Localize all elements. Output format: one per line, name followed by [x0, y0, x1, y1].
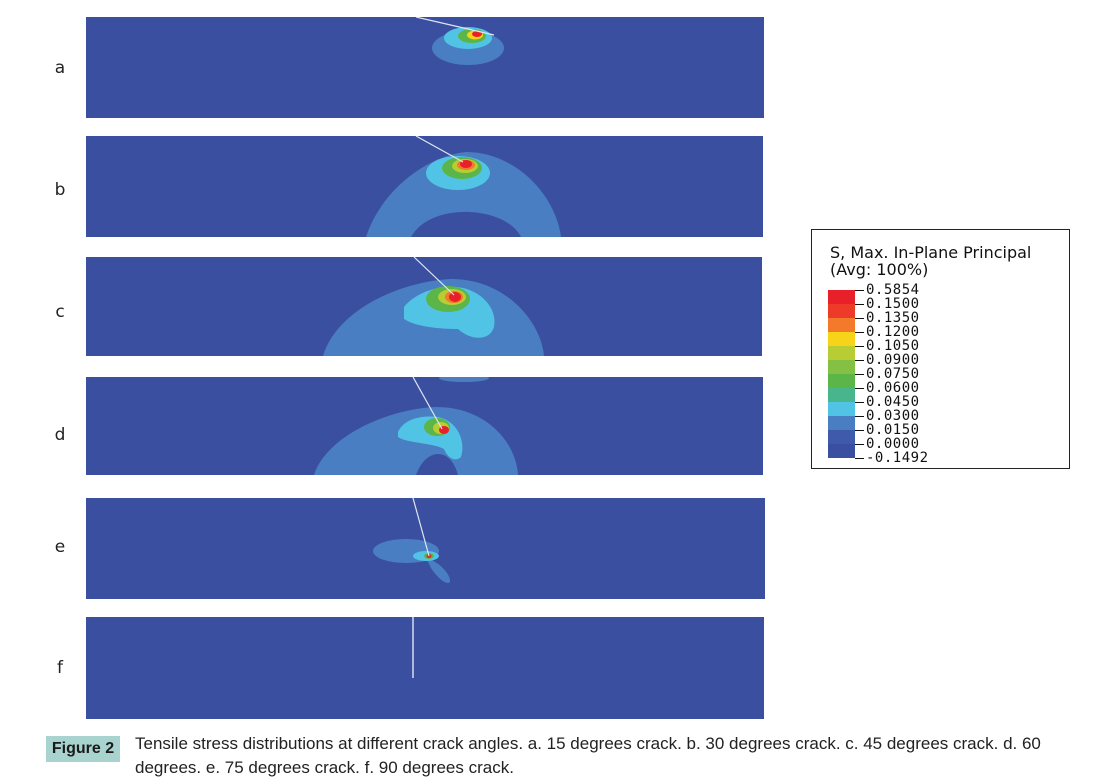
legend-subtitle: (Avg: 100%) — [830, 260, 929, 279]
stress-panel-f — [86, 617, 764, 719]
legend-swatch — [828, 416, 855, 430]
legend-tick-label: 0.0000 — [866, 436, 920, 452]
crack-line — [415, 136, 464, 163]
legend-swatch — [828, 374, 855, 388]
panel-label-c: c — [55, 302, 65, 322]
legend-swatch — [828, 304, 855, 318]
stress-zone-top — [439, 377, 489, 382]
legend-tick-mark — [855, 388, 864, 389]
legend-tick-label: 0.0600 — [866, 380, 920, 396]
legend-swatch — [828, 360, 855, 374]
legend-tick-mark — [855, 360, 864, 361]
stress-zone-red — [449, 292, 461, 302]
crack-line — [413, 257, 455, 296]
crack-line — [415, 17, 495, 36]
legend-tick-mark — [855, 458, 864, 459]
legend-swatch — [828, 318, 855, 332]
legend-tick-label: -0.1492 — [866, 450, 929, 466]
legend-swatch — [828, 332, 855, 346]
legend-tick-mark — [855, 332, 864, 333]
stress-panel-e — [86, 498, 765, 599]
legend-tick-mark — [855, 444, 864, 445]
panel-label-b: b — [54, 180, 66, 200]
stress-panel-b — [86, 136, 763, 237]
stress-panel-d — [86, 377, 763, 475]
color-legend: S, Max. In-Plane Principal (Avg: 100%) 0… — [811, 229, 1070, 469]
legend-tick-mark — [855, 318, 864, 319]
legend-swatch — [828, 388, 855, 402]
legend-tick-label: 0.0150 — [866, 422, 920, 438]
stress-panel-c — [86, 257, 762, 356]
stress-zone-red — [472, 31, 482, 37]
legend-swatch — [828, 430, 855, 444]
legend-tick-label: 0.1500 — [866, 296, 920, 312]
legend-swatch — [828, 290, 855, 304]
legend-tick-label: 0.1350 — [866, 310, 920, 326]
legend-swatch — [828, 402, 855, 416]
legend-swatch — [828, 346, 855, 360]
crack-line — [412, 377, 443, 430]
legend-tick-mark — [855, 304, 864, 305]
legend-tick-mark — [855, 416, 864, 417]
legend-title: S, Max. In-Plane Principal — [830, 243, 1032, 262]
legend-tick-label: 0.1200 — [866, 324, 920, 340]
stress-panel-a — [86, 17, 764, 118]
panel-label-d: d — [54, 425, 66, 445]
panel-label-a: a — [54, 58, 66, 78]
panel-background — [86, 17, 764, 118]
panel-label-e: e — [54, 537, 66, 557]
panel-background — [86, 617, 764, 719]
stress-zone-lobe — [426, 558, 451, 583]
legend-tick-mark — [855, 402, 864, 403]
legend-tick-label: 0.0450 — [866, 394, 920, 410]
legend-tick-label: 0.1050 — [866, 338, 920, 354]
legend-tick-mark — [855, 430, 864, 431]
stress-zone-outer — [366, 152, 561, 237]
legend-tick-label: 0.5854 — [866, 282, 920, 298]
legend-tick-mark — [855, 346, 864, 347]
legend-tick-mark — [855, 374, 864, 375]
legend-tick-label: 0.0900 — [866, 352, 920, 368]
figure-badge: Figure 2 — [46, 736, 120, 762]
figure-caption: Tensile stress distributions at differen… — [135, 734, 1041, 777]
legend-tick-label: 0.0300 — [866, 408, 920, 424]
panel-label-f: f — [57, 658, 63, 678]
legend-tick-mark — [855, 290, 864, 291]
crack-line — [412, 498, 430, 557]
legend-swatch — [828, 444, 855, 458]
legend-tick-label: 0.0750 — [866, 366, 920, 382]
